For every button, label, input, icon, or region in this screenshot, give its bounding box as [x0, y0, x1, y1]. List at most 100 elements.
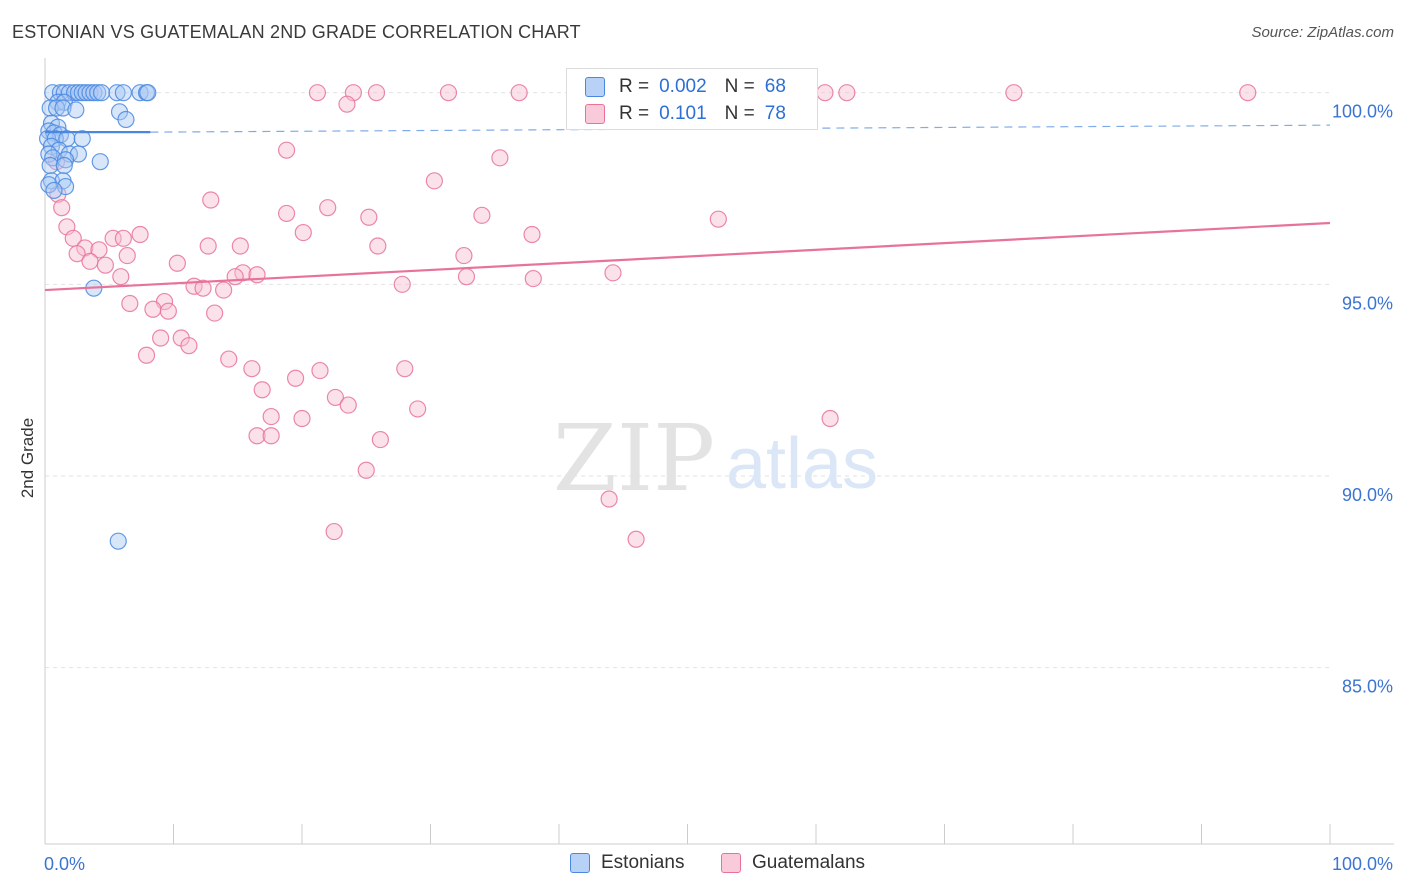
- estonians-point: [108, 84, 126, 102]
- guatemalans-point: [439, 84, 458, 102]
- guatemalans-point: [523, 225, 541, 244]
- guatemalans-point: [180, 337, 198, 355]
- guatemalans-point: [248, 427, 266, 445]
- x-tick-labels: 0.0% 100.0%: [44, 854, 1393, 874]
- chart-legend: Estonians Guatemalans: [0, 852, 1406, 878]
- legend-item-estonians[interactable]: Estonians: [570, 852, 684, 874]
- guatemalans-point: [286, 369, 305, 387]
- guatemalans-point: [226, 268, 244, 286]
- guatemalans-point: [393, 275, 411, 293]
- guatemalans-point: [144, 300, 162, 318]
- guatemalans-point: [308, 84, 327, 102]
- guatemalans-point: [206, 304, 224, 322]
- guatemalans-point: [243, 360, 261, 378]
- chart-title: ESTONIAN VS GUATEMALAN 2ND GRADE CORRELA…: [12, 22, 581, 42]
- legend-label-guatemalans: Guatemalans: [752, 852, 866, 873]
- estonians-point: [54, 99, 72, 117]
- y-tick-label: 90.0%: [1342, 485, 1393, 505]
- guatemalans-point: [425, 172, 443, 190]
- guatemalans-point: [339, 396, 357, 414]
- r-label: R =: [619, 103, 650, 124]
- guatemalans-point: [159, 302, 177, 320]
- estonians-point: [89, 84, 107, 102]
- guatemalans-point: [121, 294, 139, 313]
- y-tick-label: 100.0%: [1332, 102, 1393, 122]
- guatemalans-point: [821, 409, 839, 428]
- r-value: 0.101: [659, 103, 707, 124]
- r-label: R =: [619, 76, 650, 97]
- n-value: 68: [764, 76, 786, 97]
- axes: [44, 58, 1394, 845]
- n-value: 78: [764, 103, 786, 124]
- estonians-legend-swatch: [570, 853, 590, 873]
- guatemalans-point: [53, 199, 71, 217]
- guatemalans-point: [168, 254, 186, 272]
- estonians-point: [117, 110, 135, 129]
- guatemalans-point: [220, 350, 238, 368]
- guatemalans-point: [253, 381, 271, 399]
- guatemalans-point: [1239, 84, 1257, 102]
- guatemalans-point: [325, 522, 343, 541]
- guatemalans-point: [152, 329, 170, 347]
- estonians-point: [67, 101, 85, 119]
- guatemalans-point: [202, 191, 220, 209]
- guatemalans-point: [409, 400, 427, 418]
- r-value: 0.002: [659, 76, 707, 97]
- guatemalans-point: [371, 430, 389, 449]
- x-tick-label: 0.0%: [44, 854, 85, 874]
- guatemalans-point: [131, 225, 149, 244]
- guatemalans-point: [199, 237, 217, 255]
- y-tick-label: 95.0%: [1342, 293, 1393, 313]
- estonians-point: [56, 151, 75, 169]
- guatemalans-point: [137, 346, 156, 364]
- guatemalans-point: [311, 361, 329, 380]
- trendlines: [44, 124, 1331, 292]
- watermark-zip: ZIP: [553, 405, 715, 512]
- guatemalans-point: [81, 252, 99, 270]
- guatemalans-legend-swatch: [721, 853, 741, 873]
- estonians-point: [92, 84, 111, 102]
- guatemalans-point: [262, 427, 280, 445]
- legend-item-guatemalans[interactable]: Guatemalans: [721, 852, 865, 874]
- estonians-points: [38, 84, 157, 550]
- guatemalans-point: [709, 210, 727, 228]
- guatemalans-point: [816, 84, 834, 102]
- estonians-point: [55, 156, 73, 175]
- gridlines: [45, 92, 1330, 669]
- y-tick-label: 85.0%: [1342, 677, 1393, 697]
- estonians-swatch: [585, 77, 605, 97]
- guatemalans-point: [114, 229, 132, 247]
- guatemalans-point: [838, 84, 856, 102]
- guatemalans-point: [455, 246, 473, 265]
- guatemalans-point: [231, 237, 249, 255]
- guatemalans-point: [96, 256, 114, 274]
- n-label: N =: [724, 103, 755, 124]
- guatemalans-point: [396, 360, 414, 378]
- estonians-point: [114, 84, 132, 102]
- guatemalans-point: [524, 269, 542, 288]
- guatemalans-point: [369, 237, 387, 255]
- guatemalans-point: [293, 409, 311, 428]
- guatemalans-point: [600, 490, 618, 508]
- n-label: N =: [724, 76, 755, 97]
- guatemalans-point: [338, 95, 356, 113]
- legend-label-estonians: Estonians: [601, 852, 685, 873]
- guatemalans-point: [194, 279, 212, 297]
- guatemalans-point: [457, 268, 476, 286]
- guatemalans-point: [473, 206, 491, 224]
- guatemalans-point: [360, 208, 378, 226]
- x-tick-label: 100.0%: [1332, 854, 1393, 874]
- stats-row-estonians: R = 0.002 N = 68: [585, 75, 786, 99]
- guatemalans-trendline: [44, 221, 1331, 292]
- guatemalans-point: [262, 407, 280, 426]
- guatemalans-point: [215, 281, 233, 299]
- watermark-atlas: atlas: [726, 424, 878, 504]
- guatemalans-point: [604, 264, 622, 282]
- estonians-point: [45, 181, 63, 200]
- guatemalans-point: [277, 141, 296, 159]
- guatemalans-point: [319, 199, 337, 217]
- guatemalans-points: [47, 84, 1257, 548]
- estonians-point: [139, 84, 157, 102]
- watermark: ZIP atlas: [553, 405, 878, 512]
